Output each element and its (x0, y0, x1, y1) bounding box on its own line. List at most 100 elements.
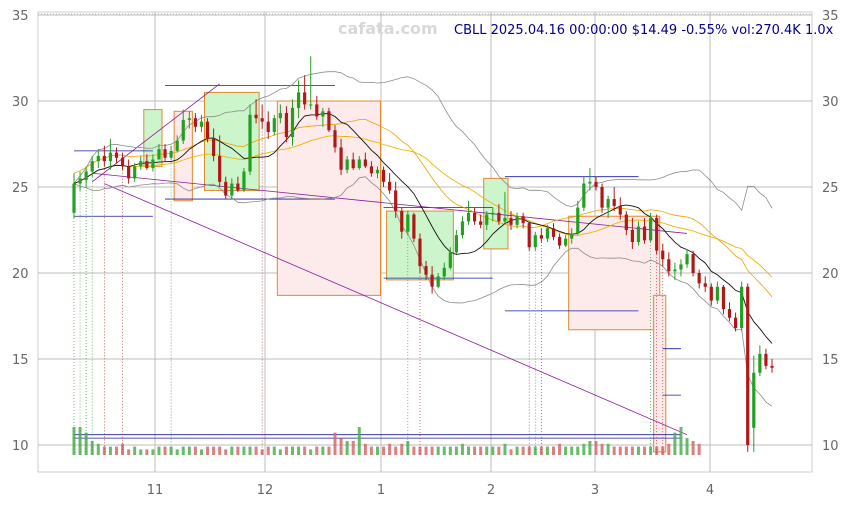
candle-body (436, 276, 440, 287)
volume-bar (369, 446, 373, 455)
volume-bar (339, 438, 343, 455)
candle-body (752, 372, 756, 428)
volume-bar (588, 441, 592, 455)
candle-body (570, 233, 574, 239)
volume-bar (454, 446, 458, 455)
candle-body (418, 238, 422, 267)
candle-body (618, 205, 622, 215)
candle-body (254, 114, 258, 119)
x-tick-label: 12 (257, 483, 274, 498)
support-resistance-lines (74, 85, 681, 439)
candle-body (133, 166, 137, 179)
candle-body (187, 118, 191, 120)
candle-body (169, 150, 173, 158)
candle-body (430, 274, 434, 287)
volume-bar (643, 446, 647, 455)
candle-body (545, 228, 550, 239)
volume-bar (697, 443, 701, 455)
volume-bar (363, 443, 367, 455)
volume-bar (400, 443, 404, 455)
pattern-box (653, 294, 667, 453)
candle-body (260, 118, 264, 122)
moving-average-mid (73, 118, 773, 298)
y-tick-label-left: 25 (12, 181, 29, 196)
candle-body (381, 169, 386, 182)
volume-bar (406, 441, 410, 455)
candle-body (157, 149, 161, 160)
volume-bar (139, 449, 143, 455)
volume-bar (485, 446, 489, 455)
watermark: cafata.com (338, 19, 438, 38)
candle-body (594, 181, 598, 187)
candle-body (272, 118, 276, 132)
volume-bar (685, 438, 689, 455)
volume-bar (284, 446, 288, 455)
candle-body (163, 149, 167, 158)
volume-bar (479, 446, 483, 455)
candle-body (321, 111, 325, 117)
candle-body (509, 217, 513, 225)
candle-body (448, 252, 452, 268)
candle-body (388, 181, 392, 191)
candle-body (491, 212, 495, 215)
candle-body (315, 104, 319, 117)
channel-line (92, 172, 688, 234)
candle-body (479, 221, 483, 225)
volume-bar (90, 441, 94, 455)
candle-body (715, 286, 719, 301)
candle-body (84, 171, 88, 181)
volume-bar (412, 446, 416, 455)
candle-body (661, 250, 665, 260)
candle-body (369, 166, 374, 174)
volume-bar (309, 449, 313, 455)
candle-body (466, 212, 471, 222)
volume-bar (636, 446, 640, 455)
candle-body (764, 353, 768, 366)
volume-bar (272, 446, 276, 455)
volume-bar (442, 446, 446, 455)
volume-bar (673, 432, 677, 455)
candle-body (102, 156, 106, 162)
candlesticks (72, 56, 774, 452)
candle-body (727, 309, 732, 318)
y-tick-label-left: 15 (12, 353, 29, 368)
y-tick-label-right: 10 (822, 439, 839, 454)
y-tick-label-left: 35 (12, 9, 29, 24)
candle-body (181, 119, 185, 141)
plot-frame (37, 11, 813, 473)
volume-bar (594, 441, 598, 455)
candle-body (236, 183, 240, 191)
volume-bar (315, 446, 319, 455)
upper-band (73, 71, 773, 212)
volume-bar (497, 446, 501, 455)
volume-bar (96, 443, 100, 455)
candle-body (357, 159, 361, 169)
candle-body (248, 114, 252, 172)
y-axis-right: 10 15 20 25 30 35 (822, 9, 839, 454)
candle-body (533, 235, 537, 248)
candle-body (139, 161, 143, 167)
pattern-boxes (143, 91, 667, 453)
volume-bar (108, 446, 112, 455)
volume-bar (570, 446, 574, 455)
candle-body (624, 214, 628, 230)
candle-body (600, 187, 604, 208)
volume-bar (254, 446, 258, 455)
candle-body (606, 199, 610, 208)
volume-bar (163, 446, 167, 455)
volume-bar (248, 446, 252, 455)
candle-body (588, 181, 592, 184)
volume-bar (291, 446, 295, 455)
candle-body (339, 147, 343, 170)
volume-bar (351, 441, 355, 455)
channel-line (104, 183, 688, 436)
volume-bars (72, 427, 701, 455)
candle-body (691, 254, 695, 273)
volume-bar (199, 449, 203, 455)
volume-bar (624, 446, 628, 455)
volume-bar (630, 446, 634, 455)
volume-bar (655, 446, 659, 455)
candle-body (78, 178, 82, 184)
chart-header: CBLL 2025.04.16 00:00:00 $14.49 -0.55% v… (454, 23, 834, 38)
candle-body (375, 169, 380, 174)
